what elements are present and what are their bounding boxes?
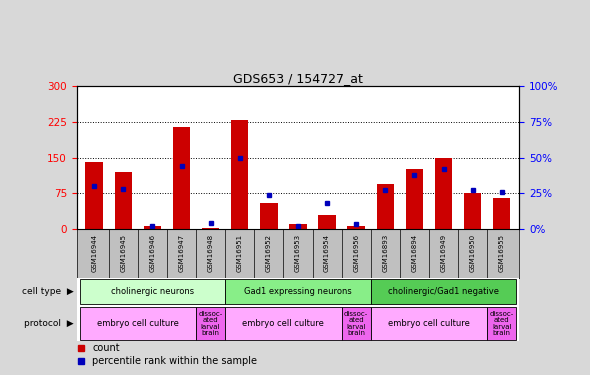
Bar [80,307,196,340]
Text: GSM16951: GSM16951 [237,234,242,272]
Text: GSM16954: GSM16954 [324,234,330,272]
Text: GSM16893: GSM16893 [382,234,388,272]
Bar [487,307,516,340]
Bar [289,224,307,229]
Text: cholinergic/Gad1 negative: cholinergic/Gad1 negative [388,286,499,296]
Bar [371,279,516,304]
Bar [173,127,190,229]
Text: GSM16894: GSM16894 [411,234,417,272]
Bar [348,226,365,229]
Text: GSM16946: GSM16946 [149,234,155,272]
Bar [435,159,453,229]
Text: GSM16949: GSM16949 [441,234,447,272]
Bar [406,170,423,229]
Bar [202,228,219,229]
Text: GSM16956: GSM16956 [353,234,359,272]
Bar [114,172,132,229]
Text: embryo cell culture: embryo cell culture [388,319,470,328]
Text: GSM16947: GSM16947 [179,234,185,272]
Text: dissoc-
ated
larval
brain: dissoc- ated larval brain [344,310,368,336]
Text: count: count [92,343,120,353]
Text: GSM16952: GSM16952 [266,234,272,272]
Text: percentile rank within the sample: percentile rank within the sample [92,356,257,366]
Bar [319,214,336,229]
Text: GSM16944: GSM16944 [91,234,97,272]
Bar [225,279,371,304]
Bar [371,307,487,340]
Text: dissoc-
ated
larval
brain: dissoc- ated larval brain [490,310,514,336]
Bar [86,162,103,229]
Bar [231,120,248,229]
Text: GSM16950: GSM16950 [470,234,476,272]
Text: GSM16948: GSM16948 [208,234,214,272]
Bar [342,307,371,340]
Text: embryo cell culture: embryo cell culture [97,319,179,328]
Text: protocol  ▶: protocol ▶ [24,319,74,328]
Bar [260,202,277,229]
Bar [493,198,510,229]
Text: dissoc-
ated
larval
brain: dissoc- ated larval brain [198,310,223,336]
Bar [80,279,225,304]
Title: GDS653 / 154727_at: GDS653 / 154727_at [233,72,363,85]
Text: cholinergic neurons: cholinergic neurons [111,286,194,296]
Text: embryo cell culture: embryo cell culture [242,319,324,328]
Bar [225,307,342,340]
Text: cell type  ▶: cell type ▶ [22,287,74,296]
Text: GSM16945: GSM16945 [120,234,126,272]
Bar [196,307,225,340]
Bar [376,184,394,229]
Text: GSM16955: GSM16955 [499,234,504,272]
Text: Gad1 expressing neurons: Gad1 expressing neurons [244,286,352,296]
Bar [464,193,481,229]
Bar [143,226,161,229]
Text: GSM16953: GSM16953 [295,234,301,272]
